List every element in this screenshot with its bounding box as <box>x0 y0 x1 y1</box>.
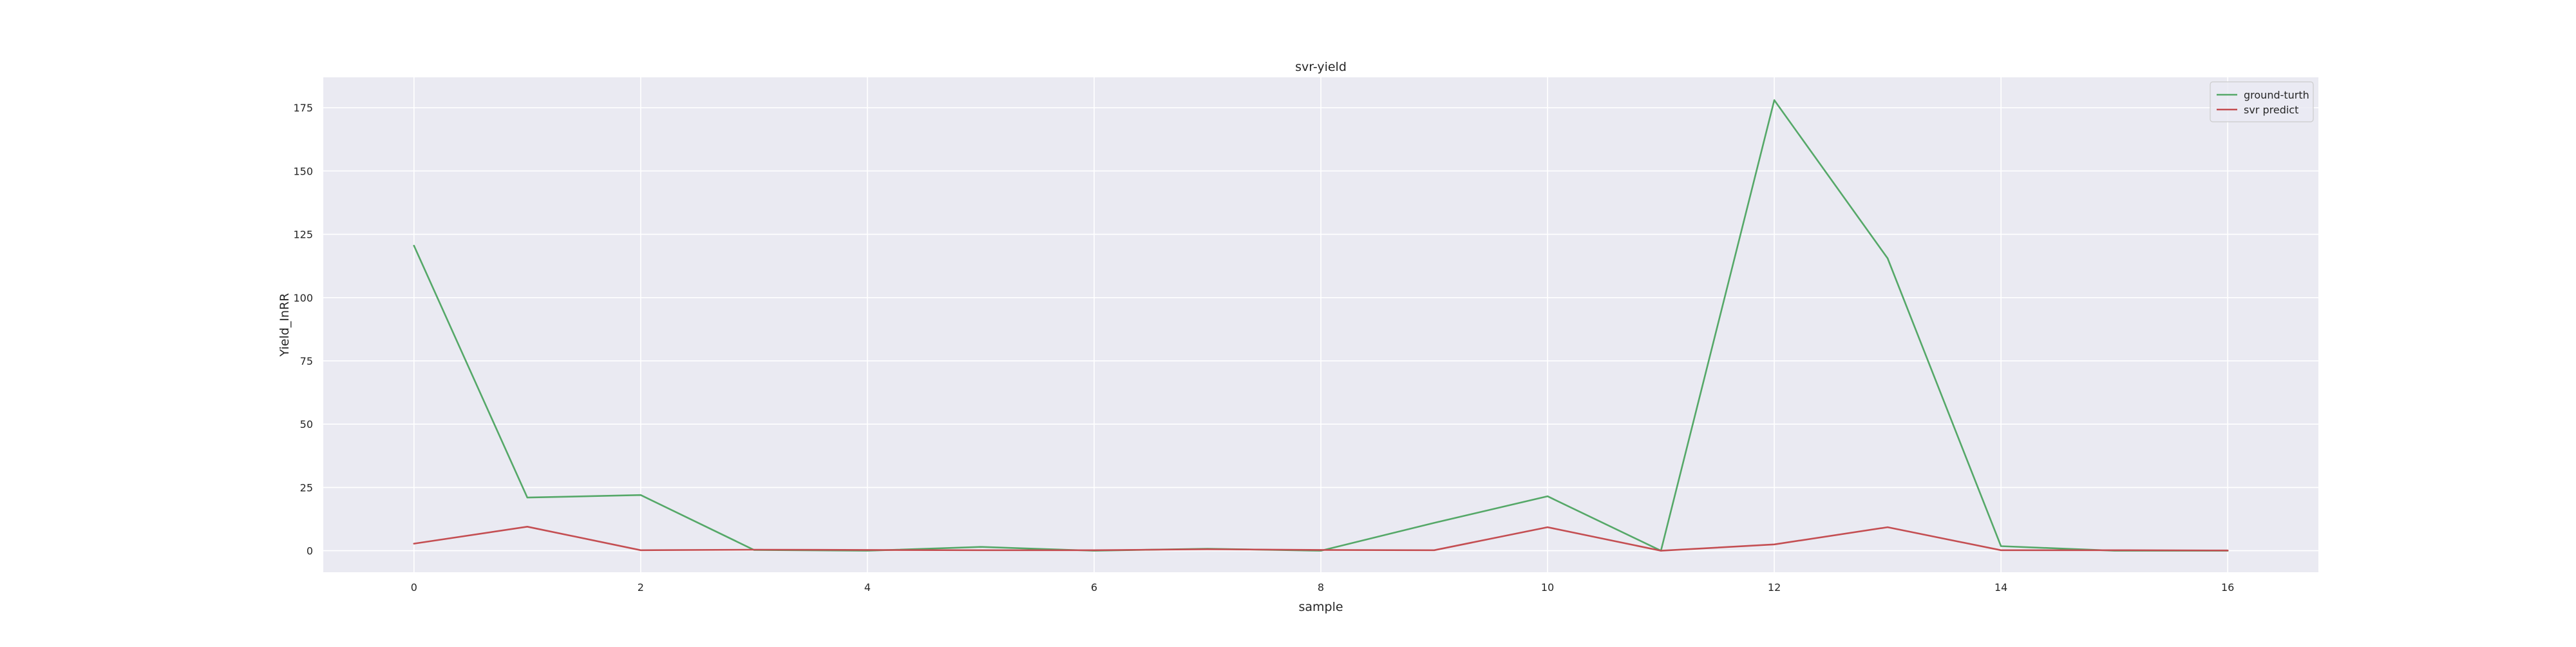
x-tick-label: 0 <box>411 581 417 594</box>
tick-labels: 0 2 4 6 8 10 12 14 16 0 25 50 75 100 125 150 175 <box>293 102 2234 594</box>
legend-label: svr predict <box>2244 104 2298 116</box>
x-tick-label: 2 <box>638 581 644 594</box>
series-line-svr-predict <box>413 525 2229 552</box>
y-tick-label: 75 <box>300 355 313 367</box>
x-tick-label: 6 <box>1091 581 1097 594</box>
series-lines <box>413 99 2229 552</box>
x-tick-label: 8 <box>1318 581 1324 594</box>
y-axis-label: Yield_InRR <box>278 293 292 358</box>
x-axis-label: sample <box>1298 600 1343 614</box>
legend-box <box>2210 81 2314 122</box>
y-tick-label: 175 <box>293 102 313 114</box>
y-tick-label: 25 <box>300 481 313 494</box>
x-tick-label: 10 <box>1541 581 1554 594</box>
y-tick-label: 0 <box>307 545 313 557</box>
x-tick-label: 16 <box>2221 581 2234 594</box>
y-tick-label: 50 <box>300 418 313 430</box>
x-tick-label: 12 <box>1768 581 1781 594</box>
x-tick-label: 14 <box>1994 581 2007 594</box>
x-tick-label: 4 <box>864 581 871 594</box>
legend: ground-turth svr predict <box>2210 81 2314 122</box>
y-tick-label: 100 <box>293 292 313 304</box>
legend-label: ground-turth <box>2244 89 2309 101</box>
y-tick-label: 125 <box>293 229 313 241</box>
y-tick-label: 150 <box>293 165 313 177</box>
chart-title: svr-yield <box>1295 60 1347 74</box>
